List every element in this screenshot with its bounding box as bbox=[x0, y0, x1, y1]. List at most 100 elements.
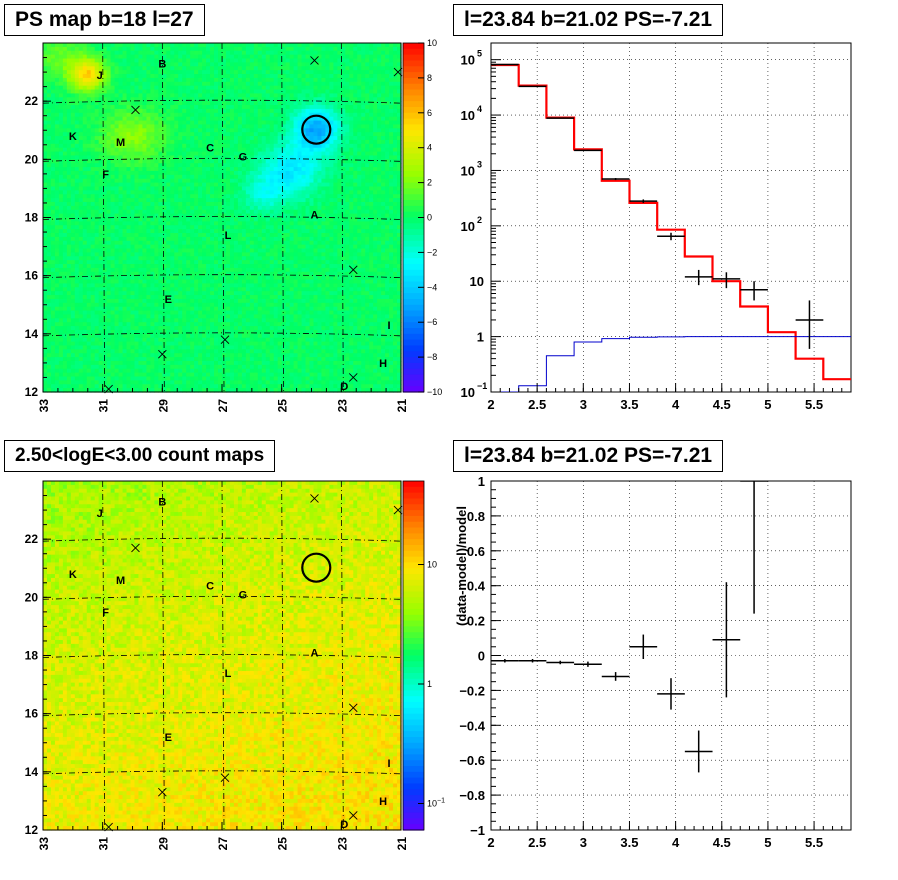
ps-map-pixel bbox=[118, 108, 124, 114]
ps-map-pixel bbox=[46, 349, 52, 354]
ps-map-pixel bbox=[202, 376, 207, 381]
ps-map-pixel bbox=[70, 240, 76, 246]
ps-map-pixel bbox=[142, 248, 148, 253]
ps-map-pixel bbox=[182, 295, 187, 300]
ps-map-pixel bbox=[190, 136, 195, 141]
ps-map-pixel bbox=[210, 349, 215, 354]
ps-map-pixel bbox=[62, 256, 68, 261]
ps-map-pixel bbox=[154, 74, 159, 79]
ps-map-pixel bbox=[142, 50, 148, 56]
ps-map-pixel bbox=[174, 178, 179, 184]
ps-map-pixel bbox=[118, 333, 124, 339]
ps-map-pixel bbox=[114, 360, 120, 366]
ps-map-pixel bbox=[90, 194, 96, 199]
ps-map-pixel bbox=[245, 101, 251, 106]
ps-map-pixel bbox=[146, 194, 151, 199]
ps-map-pixel bbox=[126, 147, 132, 153]
ps-map-pixel bbox=[241, 85, 247, 91]
ps-map-pixel bbox=[245, 233, 251, 238]
ps-map-pixel bbox=[174, 139, 179, 145]
ps-map-pixel bbox=[98, 229, 104, 234]
ps-map-pixel bbox=[182, 77, 187, 83]
ps-map-pixel bbox=[114, 287, 120, 292]
ps-map-pixel bbox=[66, 85, 72, 91]
ps-map-pixel bbox=[114, 58, 120, 63]
ps-map-pixel bbox=[182, 209, 187, 215]
ps-map-pixel bbox=[210, 213, 215, 219]
ps-map-pixel bbox=[82, 322, 88, 327]
ps-map-pixel bbox=[150, 93, 155, 98]
ps-map-pixel bbox=[43, 120, 48, 126]
ps-map-pixel bbox=[58, 58, 64, 63]
ps-map-pixel bbox=[257, 151, 263, 157]
ps-map-pixel bbox=[166, 353, 171, 358]
ps-map-pixel bbox=[146, 112, 151, 118]
ps-map-pixel bbox=[194, 170, 199, 176]
ps-map-pixel bbox=[170, 291, 175, 296]
ps-map-pixel bbox=[50, 248, 56, 253]
ps-map-pixel bbox=[94, 364, 100, 370]
ps-map-pixel bbox=[174, 112, 179, 118]
ps-map-pixel bbox=[174, 174, 179, 180]
ps-map-pixel bbox=[43, 46, 48, 52]
ps-map-pixel bbox=[46, 58, 52, 63]
ps-map-pixel bbox=[102, 225, 108, 230]
ps-map-pixel bbox=[178, 287, 183, 292]
ps-map-pixel bbox=[90, 302, 96, 308]
ps-map-pixel bbox=[62, 128, 68, 133]
ps-map-pixel bbox=[90, 372, 96, 378]
ps-map-pixel bbox=[257, 89, 263, 95]
ps-map-pixel bbox=[174, 217, 179, 222]
ps-map-pixel bbox=[110, 221, 116, 226]
ps-map-pixel bbox=[194, 101, 199, 106]
ps-map-pixel bbox=[58, 201, 64, 207]
ps-map-pixel bbox=[210, 271, 215, 277]
ps-map-pixel bbox=[198, 291, 203, 296]
ps-map-pixel bbox=[218, 264, 223, 269]
ps-map-pixel bbox=[146, 124, 151, 129]
ps-map-pixel bbox=[54, 50, 60, 56]
ps-map-pixel bbox=[114, 170, 120, 176]
ps-map-pixel bbox=[222, 155, 227, 160]
ps-map-pixel bbox=[222, 221, 227, 226]
ps-map-pixel bbox=[70, 128, 76, 133]
ps-map-pixel bbox=[78, 384, 84, 389]
ps-map-pixel bbox=[210, 159, 215, 164]
ps-map-pixel bbox=[182, 225, 187, 230]
ps-map-pixel bbox=[225, 217, 231, 222]
ps-map-pixel bbox=[94, 306, 100, 312]
ps-map-pixel bbox=[222, 318, 227, 323]
ps-map-pixel bbox=[198, 112, 203, 118]
ps-map-pixel bbox=[214, 217, 219, 222]
ps-map-pixel bbox=[74, 213, 80, 219]
ps-map-pixel bbox=[198, 70, 203, 75]
ps-map-pixel bbox=[62, 58, 68, 63]
ps-map-pixel bbox=[150, 66, 155, 71]
ps-map-pixel bbox=[122, 364, 128, 370]
ps-map-pixel bbox=[257, 368, 263, 374]
ps-map-pixel bbox=[94, 248, 100, 253]
ps-map-pixel bbox=[241, 77, 247, 83]
ps-map-pixel bbox=[229, 252, 235, 257]
ps-map-pixel bbox=[257, 267, 263, 273]
ps-map-pixel bbox=[249, 77, 255, 83]
ps-map-pixel bbox=[126, 209, 132, 215]
ps-map-pixel bbox=[78, 353, 84, 358]
ps-map-pixel bbox=[74, 329, 80, 335]
ps-map-pixel bbox=[118, 136, 124, 141]
ps-map-pixel bbox=[106, 128, 112, 133]
ps-map-pixel bbox=[241, 260, 247, 265]
ps-map-pixel bbox=[233, 167, 239, 172]
ps-map-pixel bbox=[233, 70, 239, 75]
ps-map-pixel bbox=[98, 240, 104, 246]
ps-map-pixel bbox=[241, 244, 247, 250]
ps-map-pixel bbox=[138, 225, 144, 230]
ps-map-pixel bbox=[98, 333, 104, 339]
ps-map-pixel bbox=[146, 229, 151, 234]
ps-map-pixel bbox=[162, 225, 167, 230]
ps-map-pixel bbox=[114, 380, 120, 385]
ps-map-pixel bbox=[170, 93, 175, 98]
ps-map-pixel bbox=[130, 279, 136, 285]
ps-map-pixel bbox=[78, 163, 84, 168]
ps-map-pixel bbox=[214, 163, 219, 168]
